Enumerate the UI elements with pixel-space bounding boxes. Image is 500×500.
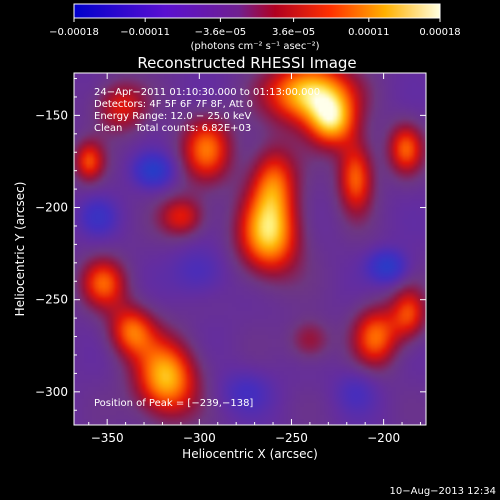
x-tick-label: −300 [183,431,216,445]
annotation-block: 24−Apr−2011 01:10:30.000 to 01:13:00.000… [94,87,320,134]
plot-frame [73,72,427,426]
y-tick-label: −150 [35,108,68,122]
annotation-energy-range: Energy Range: 12.0 − 25.0 keV [94,111,251,122]
heatmap-image [74,73,426,425]
timestamp: 10−Aug−2013 12:34 [390,486,496,497]
y-tick-label: −200 [35,201,68,215]
annotation-clean-counts: Clean Total counts: 6.82E+03 [94,123,251,134]
colorbar-tick-label: 0.00011 [348,27,389,38]
colorbar: −0.00018 −0.00011 −3.6e−05 3.6e−05 0.00011 0.… [49,3,461,52]
annotation-detectors: Detectors: 4F 5F 6F 7F 8F, Att 0 [94,99,253,110]
peak-position-label: Position of Peak = [−239,−138] [94,398,253,409]
x-axis: −350 −300 −250 −200 [88,73,421,445]
x-tick-label: −350 [91,431,124,445]
colorbar-tick-label: −0.00011 [120,27,170,38]
plot-area [73,72,427,426]
y-tick-label: −250 [35,293,68,307]
chart-title: Reconstructed RHESSI Image [137,54,356,72]
y-tick-label: −300 [35,385,68,399]
y-axis-label: Heliocentric Y (arcsec) [13,182,27,317]
colorbar-gradient [73,3,441,19]
colorbar-ticks: −0.00018 −0.00011 −3.6e−05 3.6e−05 0.00011 0.… [49,18,461,38]
x-tick-label: −200 [367,431,400,445]
colorbar-unit-label: (photons cm⁻² s⁻¹ asec⁻²) [190,41,319,52]
colorbar-tick-label: 3.6e−05 [272,27,315,38]
x-tick-label: −250 [275,431,308,445]
y-axis: −150 −200 −250 −300 [35,78,426,411]
colorbar-tick-label: −0.00018 [49,27,99,38]
annotation-time-range: 24−Apr−2011 01:10:30.000 to 01:13:00.000 [94,87,320,98]
x-axis-label: Heliocentric X (arcsec) [182,447,318,461]
colorbar-tick-label: −3.6e−05 [195,27,247,38]
colorbar-tick-label: 0.00018 [419,27,460,38]
